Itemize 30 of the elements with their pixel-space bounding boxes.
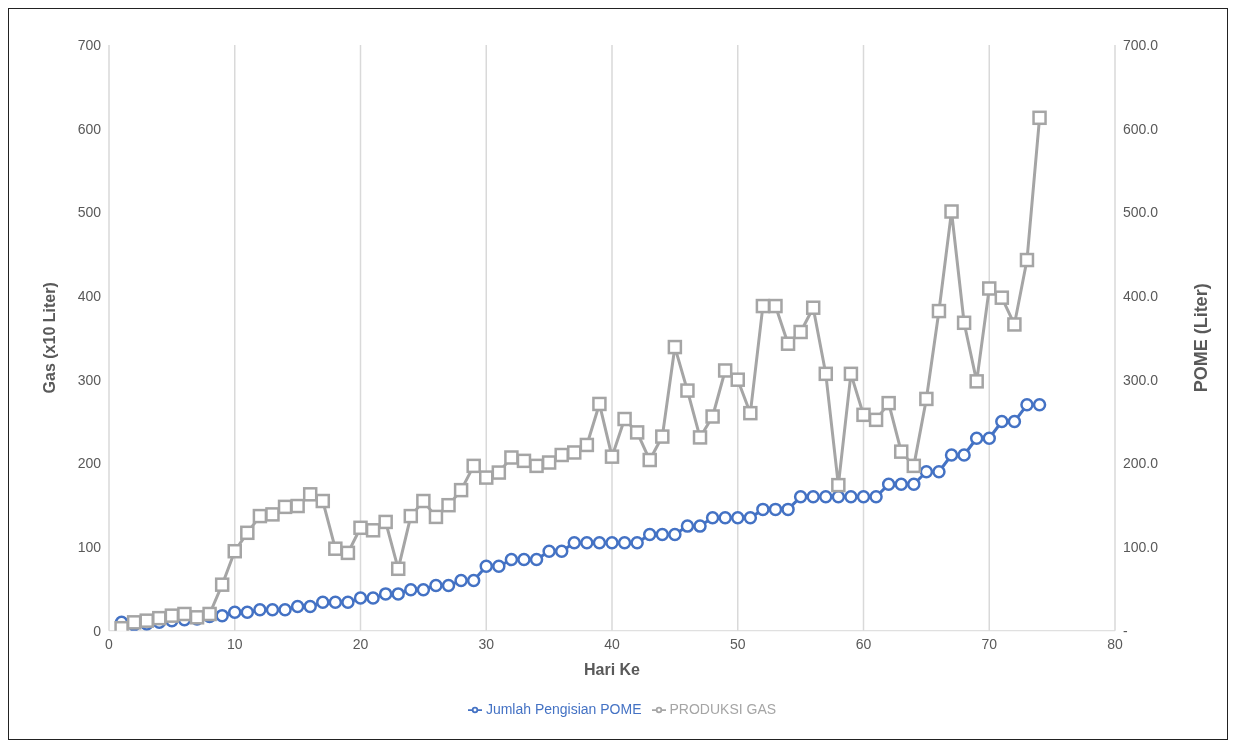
y2-tick-label: -	[1123, 622, 1128, 639]
y-tick-label: 300	[77, 371, 102, 388]
x-tick-label: 60	[855, 635, 872, 652]
y2-tick-label: 100.0	[1123, 539, 1159, 555]
y-tick-label: 500	[77, 204, 102, 221]
x-tick-label: 20	[352, 635, 369, 652]
legend-label: Jumlah Pengisian POME	[485, 700, 642, 717]
x-tick-label: 0	[105, 635, 114, 652]
y-tick-label: 200	[77, 455, 102, 472]
y-tick-label: 100	[77, 539, 102, 555]
y2-tick-label: 500.0	[1123, 204, 1159, 221]
y2-tick-label: 700.0	[1123, 36, 1159, 53]
y2-tick-label: 400.0	[1123, 287, 1159, 304]
x-tick-label: 30	[478, 635, 495, 652]
y-tick-label: 700	[77, 36, 102, 53]
y-tick-label: 0	[93, 622, 102, 639]
y-tick-label: 600	[77, 120, 102, 137]
x-tick-label: 40	[604, 635, 620, 652]
y2-tick-label: 300.0	[1123, 371, 1159, 388]
y2-tick-label: 600.0	[1123, 120, 1159, 137]
y2-tick-label: 200.0	[1123, 455, 1159, 472]
x-tick-label: 10	[226, 635, 243, 652]
y-tick-label: 400	[77, 287, 102, 304]
x-axis-title: Hari Ke	[583, 660, 641, 678]
x-tick-label: 80	[1107, 635, 1123, 652]
x-tick-label: 50	[729, 635, 746, 652]
legend-label: PRODUKSI GAS	[669, 700, 777, 717]
y-axis-title: Gas (x10 Liter)	[40, 282, 58, 394]
y2-axis-title: POME (Liter)	[1191, 283, 1212, 393]
x-tick-label: 70	[981, 635, 998, 652]
